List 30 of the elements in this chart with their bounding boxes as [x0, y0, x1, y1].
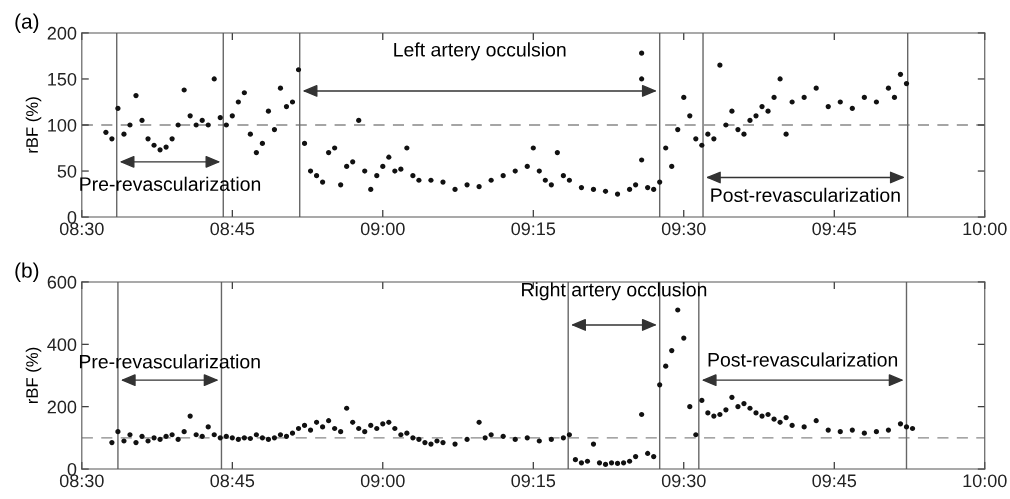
y-tick-label: 200 — [47, 400, 77, 414]
x-tick-label: 09:15 — [511, 474, 556, 488]
x-tick-label: 09:30 — [661, 474, 706, 488]
x-tick-label: 09:00 — [360, 474, 405, 488]
x-tick-label: 08:45 — [210, 474, 255, 488]
x-tick-label: 09:45 — [812, 222, 857, 236]
annotation: Left artery occulsion — [394, 42, 566, 61]
x-tick-label: 09:45 — [812, 474, 857, 488]
x-tick-label: 10:00 — [963, 474, 1007, 488]
annotation: Post-revascularization — [711, 187, 900, 203]
y-tick-label: 150 — [48, 72, 77, 86]
y-tick-label: 200 — [47, 26, 77, 40]
y-tick-label: 400 — [47, 338, 77, 352]
y-tick-label: 0 — [67, 462, 77, 476]
y-tick-label: 100 — [48, 118, 77, 132]
y-tick-label: 600 — [47, 275, 77, 289]
y-tick-label: 50 — [57, 164, 77, 178]
y-axis-title: rBF (%) — [25, 97, 42, 153]
chart-title: (a) — [15, 13, 39, 33]
x-tick-label: 08:30 — [59, 474, 104, 488]
x-tick-label: 10:00 — [963, 222, 1007, 236]
x-tick-label: 08:30 — [59, 222, 104, 236]
chart-title: (b) — [15, 262, 39, 282]
y-tick-label: 0 — [67, 211, 77, 224]
x-tick-label: 09:00 — [360, 222, 405, 236]
annotation: Post-revascularization — [708, 352, 898, 367]
x-tick-label: 09:30 — [661, 222, 706, 236]
y-axis-title: rBF (%) — [25, 347, 42, 404]
x-tick-label: 09:15 — [511, 222, 556, 236]
x-tick-label: 08:45 — [210, 222, 255, 236]
